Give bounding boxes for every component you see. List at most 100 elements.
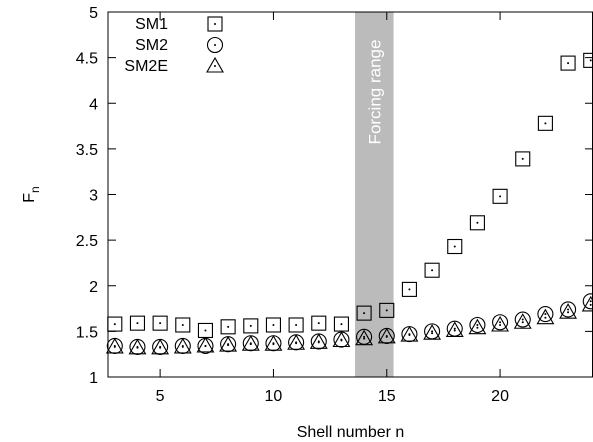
- center-dot: [385, 335, 388, 338]
- center-dot: [431, 269, 434, 272]
- point-sm2e: [536, 308, 555, 325]
- legend-marker-sm2e: [206, 56, 224, 73]
- y-tick-label: 2: [89, 279, 98, 296]
- center-dot: [567, 311, 570, 314]
- point-sm2: [469, 316, 486, 334]
- center-dot: [159, 322, 162, 325]
- legend-marker-sm1: [207, 16, 223, 32]
- point-sm2e: [559, 303, 578, 319]
- center-dot: [363, 337, 366, 340]
- center-dot: [499, 321, 502, 324]
- point-sm1: [424, 262, 440, 278]
- triangle-marker: [445, 321, 464, 338]
- center-dot: [408, 334, 411, 337]
- center-dot: [589, 300, 592, 303]
- center-dot: [136, 346, 139, 349]
- point-sm2e: [309, 333, 328, 349]
- square-marker: [265, 317, 281, 333]
- axes-layer: 1 1.5 2 2.5 3 3.5 4 4.5 5 5 10 15 20: [76, 5, 593, 405]
- legend-marker-sm2: [206, 36, 224, 54]
- center-dot: [214, 23, 216, 25]
- square-marker: [288, 317, 304, 333]
- triangle-marker: [513, 313, 532, 329]
- x-tick-label: 20: [491, 388, 509, 405]
- triangle-marker: [377, 327, 396, 344]
- point-sm1: [243, 318, 259, 334]
- center-dot: [476, 221, 479, 224]
- plot-frame: [107, 11, 593, 378]
- point-sm2e: [241, 335, 260, 351]
- center-dot: [272, 323, 275, 326]
- square-marker: [311, 315, 327, 331]
- circle-marker: [206, 36, 224, 54]
- point-sm2e: [264, 335, 283, 351]
- center-dot: [589, 303, 592, 306]
- triangle-marker: [491, 315, 510, 332]
- y-tick-label: 2.5: [76, 233, 98, 250]
- center-dot: [249, 324, 252, 327]
- point-sm1: [492, 188, 508, 204]
- center-dot: [214, 44, 216, 46]
- square-marker: [207, 16, 223, 32]
- point-sm1: [175, 317, 191, 333]
- square-marker: [469, 215, 485, 231]
- center-dot: [363, 335, 366, 338]
- center-dot: [159, 346, 162, 349]
- legend-label-sm2e: SM2E: [124, 58, 168, 75]
- point-sm2e: [128, 338, 147, 355]
- point-sm1: [401, 281, 417, 297]
- square-marker: [583, 52, 593, 68]
- point-sm2e: [468, 318, 487, 335]
- center-dot: [113, 345, 116, 348]
- point-sm1: [333, 316, 349, 332]
- center-dot: [340, 323, 343, 326]
- point-sm2: [514, 311, 531, 328]
- center-dot: [567, 308, 570, 311]
- triangle-marker: [355, 329, 374, 346]
- forcing-range-band-layer: Forcing range: [355, 12, 394, 377]
- y-tick-label: 1.5: [76, 324, 98, 341]
- triangle-marker: [196, 336, 215, 353]
- point-sm2e: [219, 335, 238, 352]
- triangle-marker: [287, 334, 306, 350]
- point-sm2: [492, 314, 509, 331]
- point-sm2e: [377, 327, 396, 344]
- point-sm2e: [196, 336, 215, 353]
- point-sm1: [515, 151, 531, 167]
- center-dot: [499, 195, 502, 198]
- point-sm2e: [513, 313, 532, 329]
- center-dot: [181, 323, 184, 326]
- triangle-marker: [105, 337, 124, 354]
- center-dot: [317, 341, 320, 344]
- center-dot: [499, 323, 502, 326]
- center-dot: [521, 318, 524, 321]
- center-dot: [227, 344, 230, 347]
- center-dot: [249, 343, 252, 346]
- x-tick-label: 5: [156, 388, 165, 405]
- center-dot: [113, 323, 116, 326]
- point-sm2: [537, 305, 554, 323]
- legend: SM1 SM2 SM2E: [124, 16, 224, 75]
- triangle-marker: [241, 335, 260, 351]
- square-marker: [560, 55, 576, 71]
- triangle-marker: [423, 324, 442, 340]
- legend-label-sm2: SM2: [135, 37, 168, 54]
- center-dot: [567, 62, 570, 65]
- center-dot: [453, 245, 456, 248]
- center-dot: [363, 312, 366, 315]
- center-dot: [136, 322, 139, 325]
- point-sm2: [560, 301, 577, 318]
- square-marker: [379, 302, 395, 318]
- center-dot: [521, 157, 524, 160]
- square-marker: [356, 305, 372, 321]
- y-axis-label: Fn: [21, 186, 42, 202]
- square-marker: [424, 262, 440, 278]
- triangle-marker: [219, 335, 238, 352]
- point-sm1: [288, 317, 304, 333]
- triangle-marker: [206, 56, 224, 73]
- center-dot: [589, 59, 592, 62]
- triangle-marker: [128, 338, 147, 355]
- center-dot: [385, 309, 388, 312]
- y-tick-label: 3.5: [76, 142, 98, 159]
